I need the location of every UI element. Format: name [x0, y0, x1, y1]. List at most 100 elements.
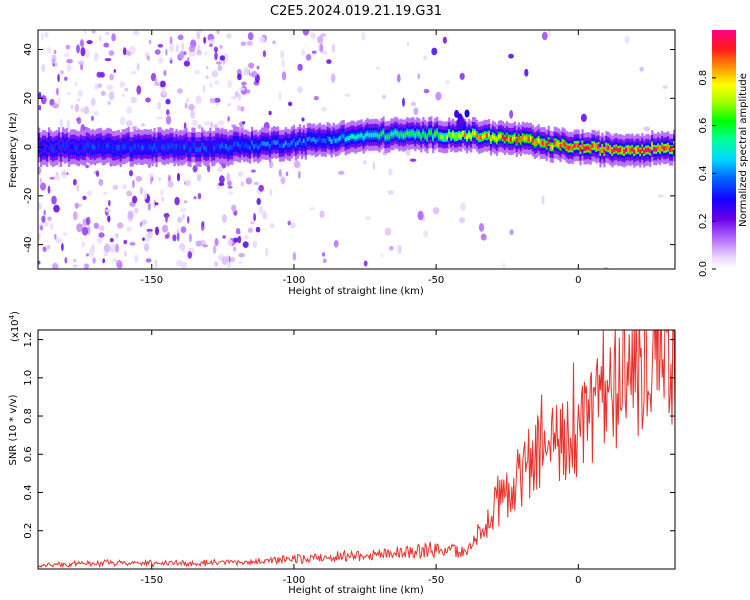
heatmap-speckle	[230, 256, 235, 263]
heatmap-cell	[245, 143, 248, 148]
heatmap-cell	[302, 138, 306, 143]
heatmap-speckle	[231, 95, 237, 100]
heatmap-speckle	[126, 190, 133, 197]
heatmap-cell	[430, 130, 433, 135]
heatmap-speckle	[76, 98, 81, 102]
heatmap-speckle	[297, 63, 303, 71]
heatmap-speckle	[169, 36, 173, 45]
snr-frame	[37, 329, 676, 570]
colorbar: 0.0 0.2 0.4 0.6 0.8 Normalized spectral ampl…	[698, 30, 749, 277]
heatmap-speckle	[240, 41, 247, 46]
heatmap-speckle	[363, 160, 367, 165]
heatmap-speckle	[163, 91, 168, 97]
heatmap-speckle	[180, 226, 187, 234]
heatmap-cell	[475, 133, 479, 138]
heatmap-cell	[127, 142, 130, 147]
heatmap-cell	[473, 131, 477, 136]
heatmap-speckle	[136, 85, 142, 95]
y-tick-label: 1.0	[23, 370, 34, 386]
heatmap-speckle	[73, 178, 77, 186]
heatmap-speckle	[337, 170, 345, 175]
spectrogram-panel: -150 -100 -50 0 -40 -20 0 20 40 Height of strai…	[8, 29, 676, 297]
colorbar-gradient	[712, 30, 736, 269]
heatmap-cell	[553, 140, 556, 145]
heatmap-cell	[559, 144, 562, 149]
heatmap-cell	[290, 140, 294, 145]
heatmap-speckle	[301, 49, 305, 57]
heatmap-cell	[470, 134, 473, 139]
heatmap-cell	[418, 131, 421, 137]
heatmap-speckle	[313, 96, 319, 101]
heatmap-speckle	[58, 96, 61, 106]
heatmap-speckle	[146, 55, 151, 61]
heatmap-speckle	[175, 43, 179, 53]
heatmap-cell	[505, 134, 509, 140]
heatmap-cell	[420, 134, 423, 139]
heatmap-speckle	[84, 263, 89, 269]
colorbar-tick-label: 0.2	[698, 213, 709, 229]
heatmap-cell	[444, 135, 447, 140]
heatmap-cell	[422, 130, 425, 136]
heatmap-cell	[472, 130, 475, 136]
heatmap-cell	[237, 142, 240, 147]
heatmap-speckle	[196, 30, 203, 35]
heatmap-speckle	[214, 238, 219, 246]
heatmap-speckle	[292, 251, 297, 261]
heatmap-speckle	[188, 233, 192, 243]
heatmap-speckle	[134, 254, 139, 263]
heatmap-speckle	[227, 239, 233, 247]
heatmap-cell	[179, 144, 182, 150]
heatmap-cell	[394, 130, 397, 135]
heatmap-speckle	[78, 60, 84, 65]
heatmap-cell	[314, 139, 317, 144]
heatmap-cell	[101, 145, 104, 151]
heatmap-speckle	[238, 93, 241, 101]
heatmap-speckle	[240, 181, 244, 187]
heatmap-speckle	[580, 113, 587, 122]
heatmap-speckle	[459, 202, 466, 212]
heatmap-speckle	[50, 223, 54, 230]
heatmap-cell	[169, 142, 172, 148]
heatmap-speckle	[159, 80, 166, 88]
heatmap-speckle	[141, 123, 145, 127]
heatmap-cell	[81, 145, 85, 151]
heatmap-cell	[241, 141, 244, 147]
heatmap-speckle	[236, 230, 241, 235]
heatmap-speckle	[76, 44, 80, 54]
heatmap-speckle	[148, 173, 154, 178]
heatmap-speckle	[143, 190, 148, 200]
heatmap-cell	[165, 143, 168, 149]
heatmap-cell	[503, 136, 507, 142]
heatmap-speckle	[216, 30, 220, 35]
y-tick-label: 40	[23, 43, 34, 56]
heatmap-speckle	[38, 91, 42, 100]
heatmap-cell	[366, 131, 369, 137]
heatmap-speckle	[381, 94, 387, 100]
heatmap-speckle	[211, 70, 219, 78]
heatmap-speckle	[204, 121, 211, 126]
heatmap-cell	[44, 145, 47, 150]
heatmap-cell	[316, 138, 319, 143]
heatmap-speckle	[219, 55, 225, 61]
heatmap-cell	[318, 136, 321, 141]
heatmap-speckle	[73, 211, 78, 221]
heatmap-speckle	[264, 247, 269, 257]
heatmap-speckle	[188, 45, 196, 53]
heatmap-speckle	[302, 30, 310, 36]
heatmap-speckle	[86, 40, 93, 45]
heatmap-speckle	[445, 80, 450, 85]
heatmap-cell	[507, 136, 511, 142]
heatmap-cell	[637, 147, 640, 152]
heatmap-cell	[286, 142, 290, 147]
heatmap-cell	[175, 143, 178, 149]
heatmap-cell	[617, 148, 620, 153]
heatmap-cell	[665, 146, 668, 151]
heatmap-speckle	[214, 51, 218, 61]
heatmap-cell	[388, 134, 391, 139]
heatmap-cell	[235, 141, 238, 146]
heatmap-speckle	[423, 229, 429, 238]
heatmap-speckle	[167, 174, 171, 183]
heatmap-speckle	[44, 221, 49, 227]
heatmap-speckle	[122, 47, 127, 56]
heatmap-speckle	[280, 176, 286, 185]
